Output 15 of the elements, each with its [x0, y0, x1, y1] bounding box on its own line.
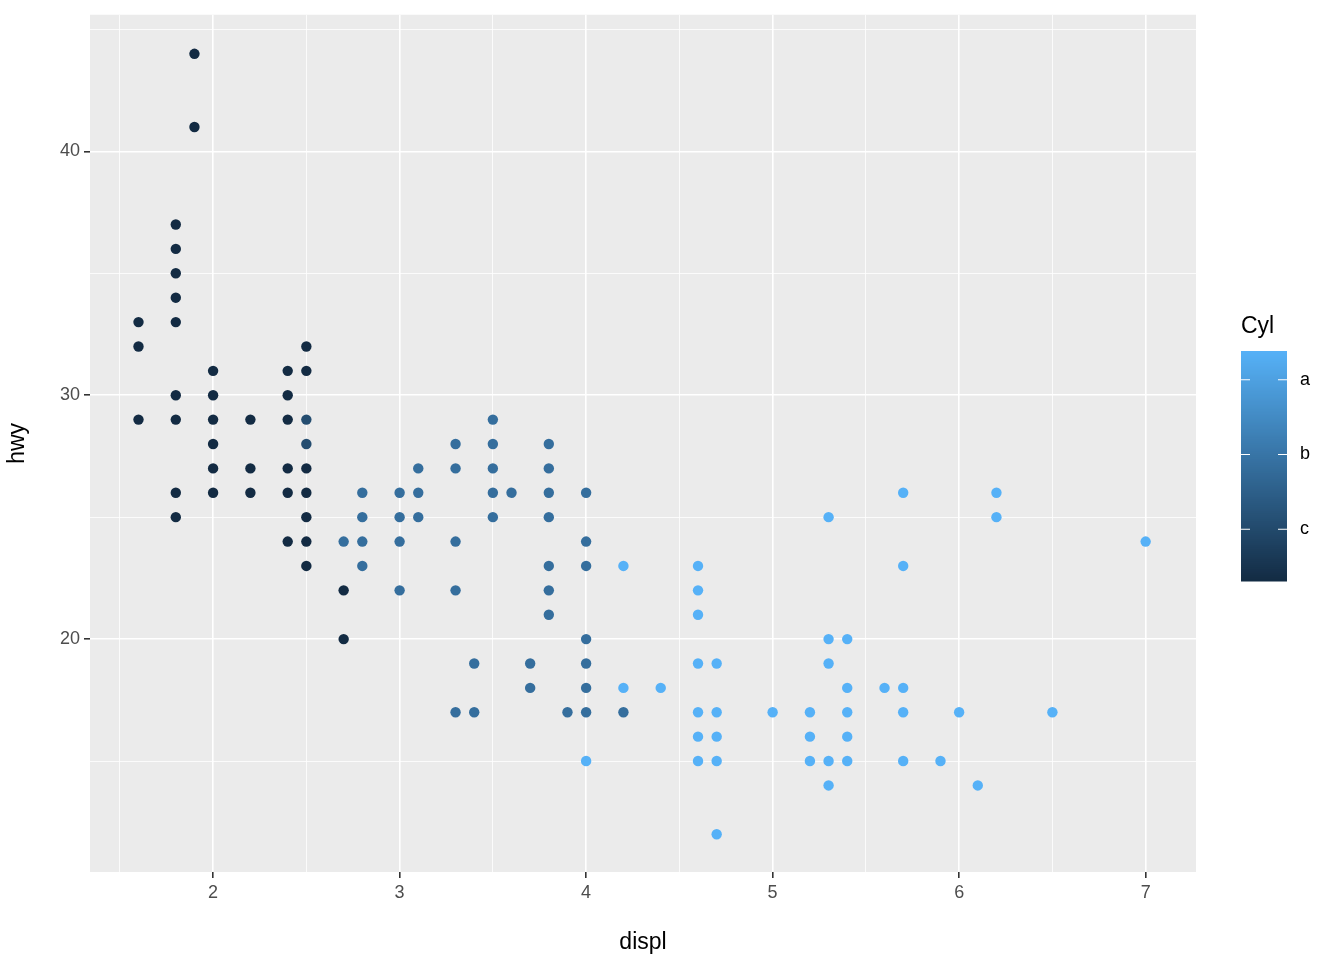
- y-tick-label: 40: [59, 140, 80, 161]
- y-axis-title: hwy: [3, 422, 30, 464]
- y-tick-label: 20: [59, 628, 80, 649]
- color-bar-label: b: [1300, 443, 1311, 464]
- x-axis-title: displ: [619, 927, 667, 954]
- color-bar-label: c: [1300, 518, 1309, 539]
- x-tick-label: 5: [767, 881, 778, 902]
- x-tick-label: 3: [394, 881, 405, 902]
- x-tick-label: 6: [954, 881, 965, 902]
- x-tick-label: 2: [208, 881, 219, 902]
- color-bar-label: a: [1300, 368, 1311, 389]
- color-bar-title: Cyl: [1241, 312, 1275, 338]
- x-tick-label: 4: [581, 881, 592, 902]
- x-tick-label: 7: [1140, 881, 1151, 902]
- y-tick-label: 30: [59, 384, 80, 405]
